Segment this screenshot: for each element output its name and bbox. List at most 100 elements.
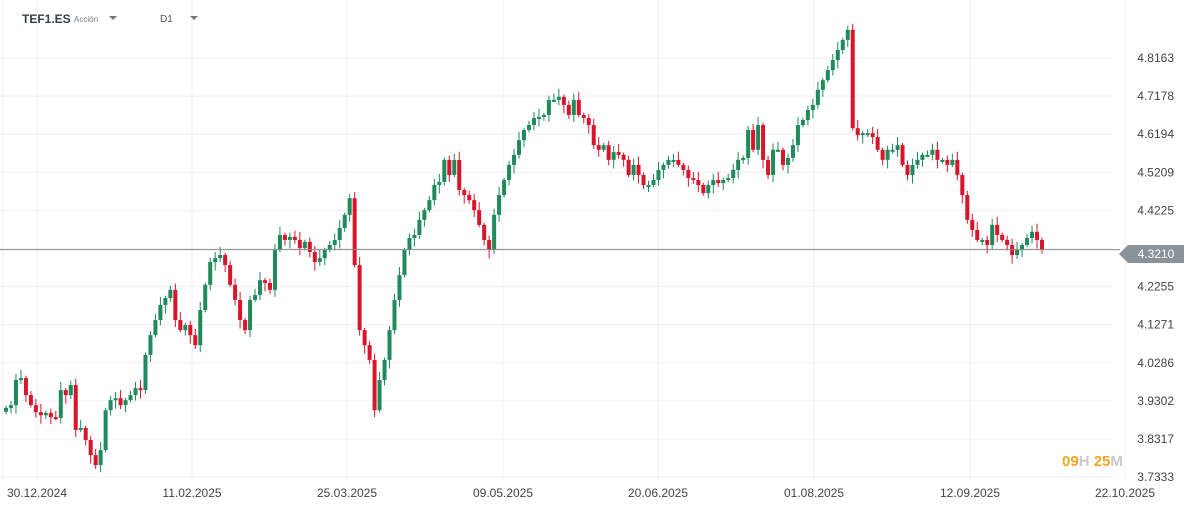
- candle-up: [541, 114, 546, 117]
- candle-down: [188, 325, 193, 336]
- candle-down: [751, 130, 756, 150]
- candle-down: [1005, 239, 1010, 245]
- instrument-type-label: Acción: [74, 15, 99, 24]
- candle-up: [377, 380, 382, 411]
- candle-up: [103, 410, 108, 451]
- candle-down: [83, 427, 88, 440]
- candle-up: [531, 118, 536, 126]
- candle-up: [78, 427, 83, 430]
- candle-up: [790, 145, 795, 158]
- candle-down: [561, 96, 566, 105]
- y-tick-label: 4.6194: [1137, 127, 1174, 141]
- candle-up: [835, 49, 840, 61]
- candle-up: [347, 198, 352, 215]
- candle-up: [168, 289, 173, 298]
- y-tick-label: 4.8163: [1137, 51, 1174, 65]
- candle-up: [925, 154, 930, 157]
- candle-down: [447, 159, 452, 175]
- candle-up: [98, 450, 103, 466]
- candle-up: [656, 169, 661, 180]
- countdown-minutes-unit: M: [1110, 453, 1123, 470]
- candle-up: [910, 164, 915, 175]
- timeframe-dropdown-chevron-icon[interactable]: [190, 16, 198, 20]
- candle-down: [352, 198, 357, 266]
- timeframe-label[interactable]: D1: [160, 14, 173, 25]
- candle-down: [53, 417, 58, 420]
- candle-up: [382, 359, 387, 381]
- candle-up: [287, 236, 292, 240]
- countdown-minutes: 25: [1093, 453, 1111, 470]
- candle-down: [761, 125, 766, 160]
- candle-up: [845, 29, 850, 40]
- candle-up: [1030, 231, 1035, 239]
- candle-down: [1000, 234, 1005, 240]
- candle-down: [636, 164, 641, 175]
- candle-up: [68, 385, 73, 396]
- candle-down: [766, 159, 771, 175]
- candle-down: [292, 236, 297, 240]
- candle-up: [8, 405, 13, 408]
- candle-up: [392, 299, 397, 331]
- candle-down: [138, 388, 143, 391]
- candle-down: [472, 200, 477, 211]
- symbol-dropdown-chevron-icon[interactable]: [109, 16, 117, 20]
- candle-down: [367, 345, 372, 360]
- candle-up: [741, 157, 746, 160]
- candle-down: [282, 234, 287, 240]
- candle-down: [228, 265, 233, 285]
- candle-up: [317, 258, 322, 263]
- candle-up: [526, 125, 531, 131]
- candle-up: [153, 320, 158, 336]
- x-tick-label: 01.08.2025: [784, 486, 844, 500]
- candle-down: [880, 149, 885, 160]
- candle-up: [123, 400, 128, 406]
- candle-up: [895, 145, 900, 150]
- symbol-label[interactable]: TEF1.ES: [22, 12, 71, 26]
- candle-up: [1025, 238, 1030, 245]
- candle-up: [546, 99, 551, 115]
- candle-down: [487, 239, 492, 251]
- candle-up: [651, 179, 656, 186]
- x-tick-label: 11.02.2025: [162, 486, 221, 500]
- candle-up: [706, 185, 711, 194]
- candle-up: [1020, 244, 1025, 251]
- countdown-hours: 09: [1062, 453, 1079, 470]
- candle-down: [63, 390, 68, 396]
- candle-down: [267, 282, 272, 290]
- candle-down: [263, 280, 267, 283]
- candle-up: [253, 294, 258, 300]
- candle-up: [805, 109, 810, 121]
- candle-up: [571, 99, 576, 115]
- candle-down: [905, 164, 910, 175]
- candle-down: [960, 174, 965, 196]
- x-tick-label: 09.05.2025: [473, 486, 533, 500]
- candle-up: [412, 234, 417, 239]
- candle-up: [163, 297, 168, 305]
- candle-down: [616, 152, 621, 155]
- x-tick-label: 22.10.2025: [1095, 486, 1155, 500]
- candle-up: [980, 239, 985, 242]
- candle-up: [432, 185, 437, 201]
- candle-down: [581, 114, 586, 119]
- candle-down: [233, 284, 238, 300]
- candle-down: [38, 412, 43, 416]
- candle-down: [626, 159, 631, 175]
- candle-up: [442, 159, 447, 182]
- candle-down: [716, 179, 721, 184]
- candle-up: [756, 125, 761, 150]
- candle-up: [631, 164, 636, 175]
- candle-up: [302, 241, 307, 249]
- candle-up: [865, 133, 870, 136]
- candle-up: [437, 181, 442, 186]
- candle-up: [402, 250, 407, 276]
- candle-up: [1015, 250, 1020, 256]
- candle-down: [312, 251, 317, 263]
- candle-up: [452, 159, 457, 175]
- candle-up: [387, 330, 392, 360]
- candle-up: [113, 398, 118, 401]
- candle-down: [1035, 231, 1040, 240]
- y-tick-label: 4.7178: [1137, 89, 1174, 103]
- candle-up: [915, 159, 920, 165]
